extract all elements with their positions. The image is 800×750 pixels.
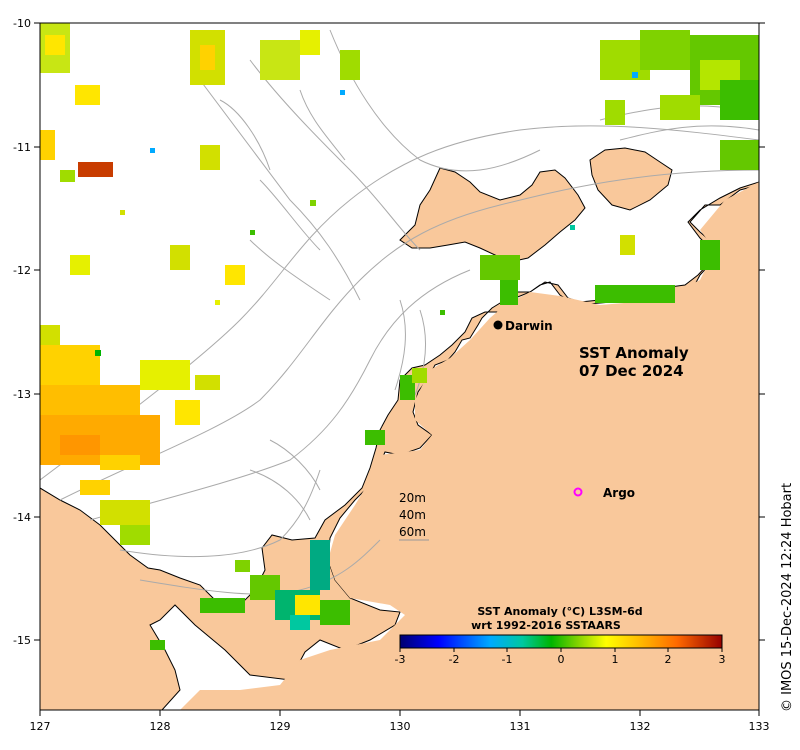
colorbar-tick-label: -3 <box>395 653 406 666</box>
bathymetry-contours <box>40 29 759 595</box>
darwin-label: Darwin <box>505 319 553 333</box>
colorbar-tick-label: 2 <box>665 653 672 666</box>
colorbar-tick-label: -2 <box>449 653 460 666</box>
y-tick-label: -13 <box>13 388 31 401</box>
depth-label-60m: 60m <box>399 525 426 539</box>
x-tick-label: 133 <box>749 720 770 733</box>
land-eastern-interior <box>180 182 759 710</box>
depth-label-20m: 20m <box>399 491 426 505</box>
x-tick-label: 130 <box>390 720 411 733</box>
land-mainland <box>40 181 759 710</box>
colorbar-title-line1: SST Anomaly (°C) L3SM-6d <box>477 605 642 618</box>
credit-text: © IMOS 15-Dec-2024 12:24 Hobart <box>780 483 795 712</box>
y-tick-label: -15 <box>13 634 31 647</box>
map-title-line2: 07 Dec 2024 <box>579 362 684 380</box>
x-tick-label: 128 <box>150 720 171 733</box>
map-title-line1: SST Anomaly <box>579 344 689 362</box>
sst-data-patches <box>40 23 759 650</box>
x-tick-label: 131 <box>510 720 531 733</box>
argo-marker-icon <box>573 487 583 497</box>
colorbar-ticks <box>399 648 723 652</box>
x-tick-label: 127 <box>30 720 51 733</box>
y-tick-label: -12 <box>13 264 31 277</box>
colorbar-tick-label: 3 <box>719 653 726 666</box>
colorbar <box>399 634 723 649</box>
colorbar-title-line2: wrt 1992-2016 SSTAARS <box>471 619 621 632</box>
colorbar-tick-label: 0 <box>558 653 565 666</box>
colorbar-tick-label: -1 <box>502 653 513 666</box>
x-tick-label: 132 <box>630 720 651 733</box>
y-tick-label: -10 <box>13 17 31 30</box>
depth-label-40m: 40m <box>399 508 426 522</box>
darwin-marker-icon <box>493 320 503 330</box>
y-tick-label: -11 <box>13 141 31 154</box>
argo-label: Argo <box>603 486 635 500</box>
y-tick-label: -14 <box>13 511 31 524</box>
land-cobourg-peninsula <box>399 167 586 263</box>
land-tiwi-east <box>589 147 673 211</box>
x-tick-label: 129 <box>270 720 291 733</box>
colorbar-tick-label: 1 <box>612 653 619 666</box>
axis-ticks <box>34 22 765 716</box>
